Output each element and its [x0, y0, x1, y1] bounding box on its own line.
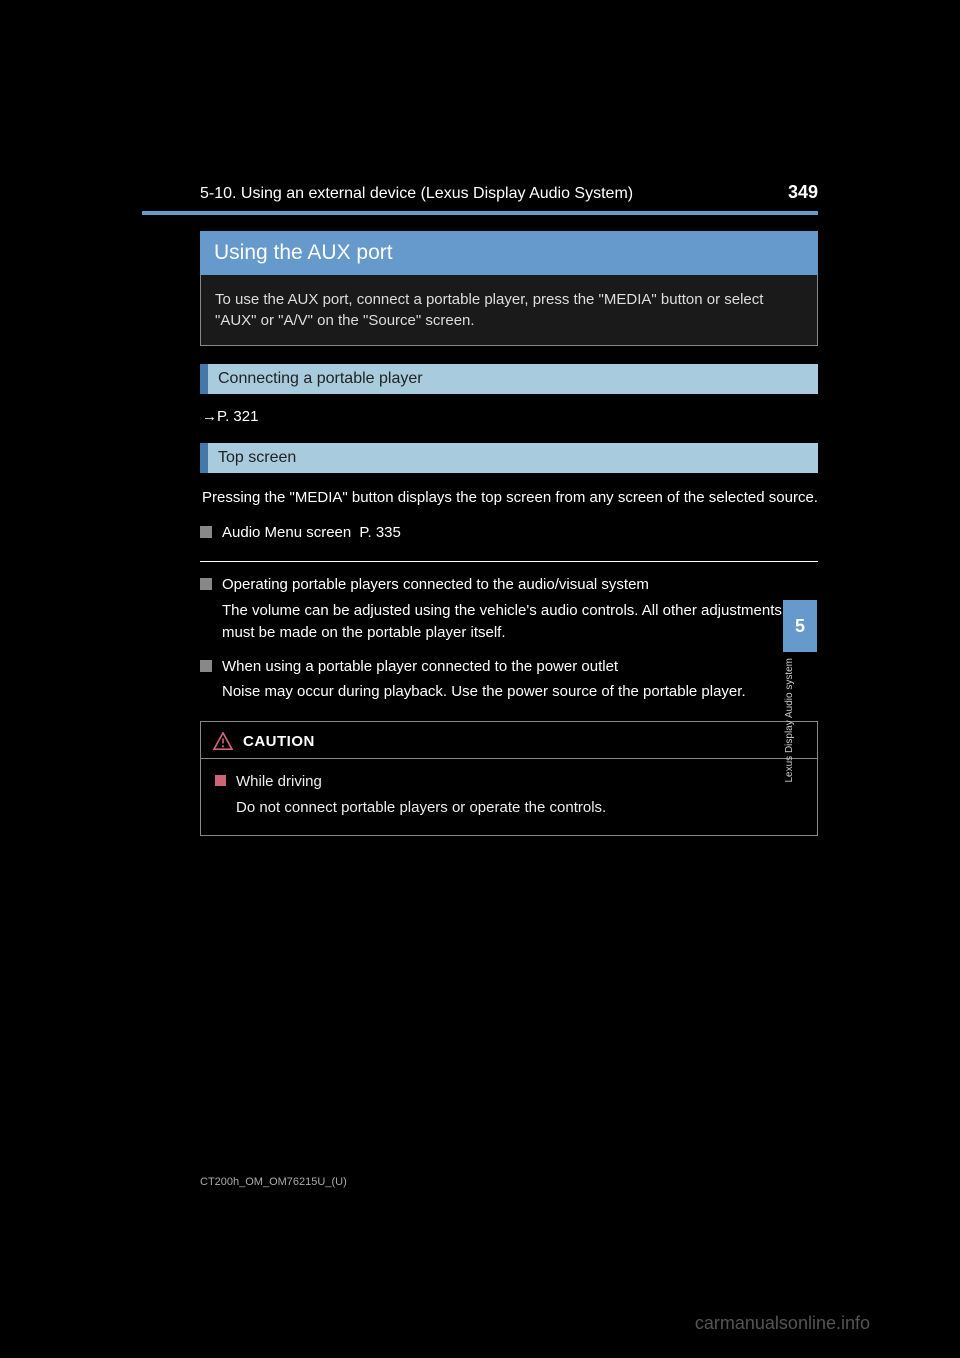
subsection-connecting: Connecting a portable player	[200, 364, 818, 394]
page-number: 349	[788, 182, 818, 203]
subsection-accent	[200, 364, 208, 394]
subsection-label-wrap: Connecting a portable player	[208, 364, 818, 394]
square-bullet-red-icon	[215, 775, 226, 786]
subsection-connecting-label: Connecting a portable player	[218, 370, 423, 387]
subsection-label-wrap: Top screen	[208, 443, 818, 473]
intro-text: To use the AUX port, connect a portable …	[215, 291, 763, 329]
caution-body: While driving Do not connect portable pl…	[201, 759, 817, 835]
subsection-accent	[200, 443, 208, 473]
topscreen-body: Pressing the "MEDIA" button displays the…	[200, 487, 818, 510]
note-body-0: The volume can be adjusted using the veh…	[222, 600, 818, 644]
header-divider	[142, 211, 818, 215]
page-header: 5-10. Using an external device (Lexus Di…	[142, 182, 818, 203]
chapter-tab: 5	[783, 600, 817, 652]
caution-item-text: While driving Do not connect portable pl…	[236, 771, 803, 819]
footer-code: CT200h_OM_OM76215U_(U)	[200, 1176, 347, 1188]
caution-box: CAUTION While driving Do not connect por…	[200, 721, 818, 836]
note-body-1: Noise may occur during playback. Use the…	[222, 681, 818, 703]
notes-divider	[200, 561, 818, 562]
section-label: 5-10. Using an external device (Lexus Di…	[200, 185, 633, 203]
subsection-topscreen-label: Top screen	[218, 449, 296, 466]
caution-heading: CAUTION	[243, 733, 315, 750]
caution-item-title: While driving	[236, 771, 803, 793]
connecting-ref: →P. 321	[200, 408, 818, 425]
note-title-1: When using a portable player connected t…	[222, 656, 818, 678]
note-text-1: When using a portable player connected t…	[222, 656, 818, 704]
chapter-tab-label: Lexus Display Audio system	[784, 658, 818, 783]
intro-box: To use the AUX port, connect a portable …	[200, 275, 818, 346]
page-title-bar: Using the AUX port	[200, 231, 818, 275]
menu-item-row: Audio Menu screen P. 335	[200, 522, 818, 544]
content-area: Using the AUX port To use the AUX port, …	[142, 231, 818, 836]
square-bullet-icon	[200, 660, 212, 672]
menu-item-ref: P. 335	[359, 524, 400, 541]
menu-item-text: Audio Menu screen P. 335	[222, 522, 818, 544]
square-bullet-icon	[200, 578, 212, 590]
caution-item-body: Do not connect portable players or opera…	[236, 797, 803, 819]
warning-triangle-icon	[213, 732, 233, 750]
square-bullet-icon	[200, 526, 212, 538]
note-title-0: Operating portable players connected to …	[222, 574, 818, 596]
note-text-0: Operating portable players connected to …	[222, 574, 818, 643]
note-row-0: Operating portable players connected to …	[200, 574, 818, 643]
caution-item-row: While driving Do not connect portable pl…	[215, 771, 803, 819]
chapter-tab-number: 5	[795, 616, 805, 637]
menu-item-label: Audio Menu screen	[222, 524, 351, 541]
watermark: carmanualsonline.info	[695, 1313, 870, 1334]
note-row-1: When using a portable player connected t…	[200, 656, 818, 704]
subsection-topscreen: Top screen	[200, 443, 818, 473]
caution-header: CAUTION	[201, 722, 817, 759]
page-title: Using the AUX port	[214, 241, 393, 264]
